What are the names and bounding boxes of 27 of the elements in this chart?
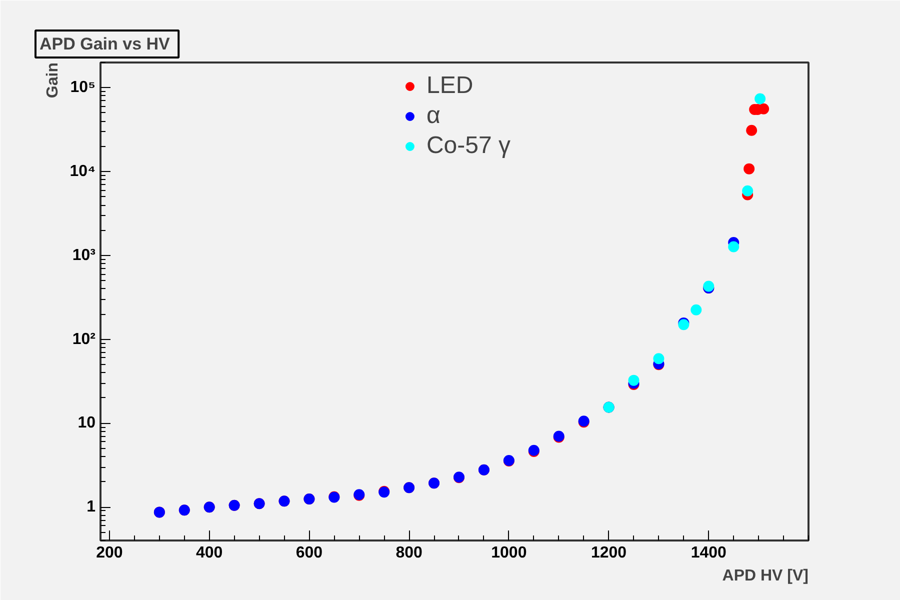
point (728, 241, 740, 252)
y-axis-title: Gain (44, 62, 62, 98)
y-tick-label: 1 (86, 498, 96, 516)
x-tick-label: 1200 (590, 544, 627, 562)
chart-title: APD Gain vs HV (40, 34, 171, 54)
x-tick-label: 600 (296, 544, 323, 562)
legend-label: α (426, 102, 442, 130)
point (754, 93, 766, 104)
point (628, 374, 640, 386)
y-tick-label: 10 (78, 414, 96, 432)
legend-label: LED (426, 72, 474, 100)
point (742, 185, 754, 196)
x-tick-label: 1000 (491, 544, 527, 562)
x-tick-label: 800 (396, 544, 423, 562)
x-tick-label: 1400 (690, 544, 727, 562)
x-tick-label: 200 (96, 544, 123, 562)
point (746, 124, 758, 136)
point (690, 304, 702, 316)
legend-label: Co-57 γ (426, 132, 511, 160)
x-axis-title: APD HV [V] (722, 568, 809, 584)
y-tick-label: 10⁵ (70, 79, 96, 96)
x-tick-label: 400 (196, 544, 223, 562)
point (653, 353, 664, 364)
y-tick-label: 10⁴ (70, 163, 96, 180)
point (744, 163, 755, 174)
y-tick-label: 10² (72, 330, 96, 348)
y-tick-label: 10³ (72, 247, 96, 264)
